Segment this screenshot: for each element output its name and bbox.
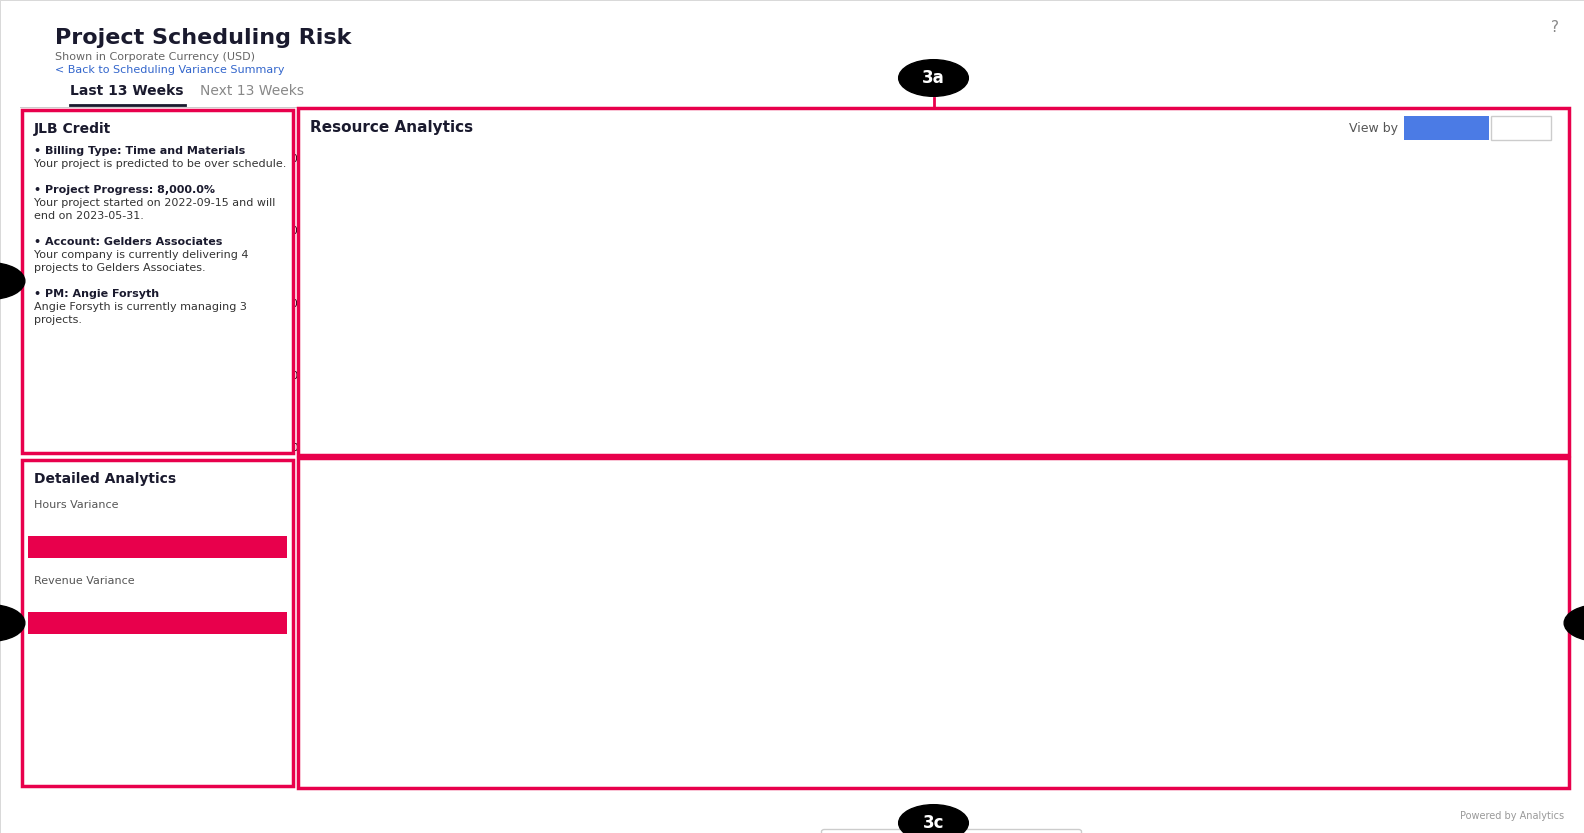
Text: Hours Variance: Hours Variance xyxy=(33,500,119,510)
Text: Your project started on 2022-09-15 and will: Your project started on 2022-09-15 and w… xyxy=(33,198,276,208)
Text: 93: 93 xyxy=(862,322,873,332)
Text: 10: 10 xyxy=(1188,422,1199,431)
Text: ?: ? xyxy=(1551,20,1559,35)
Text: Angie Forsyth is currently managing 3: Angie Forsyth is currently managing 3 xyxy=(33,302,247,312)
Text: 95: 95 xyxy=(608,320,619,329)
Text: 144: 144 xyxy=(569,261,584,270)
Bar xyxy=(1272,435,1308,447)
Text: 15: 15 xyxy=(1345,416,1356,426)
Bar xyxy=(946,418,982,447)
Bar xyxy=(885,391,922,447)
Bar xyxy=(499,332,535,447)
Text: 156: 156 xyxy=(702,247,718,256)
Text: 10: 10 xyxy=(1248,422,1259,431)
Text: View by: View by xyxy=(1350,122,1399,135)
Text: 234: 234 xyxy=(762,152,778,162)
Bar xyxy=(1139,435,1175,447)
Text: Detailed Analytics: Detailed Analytics xyxy=(33,472,176,486)
Text: projects.: projects. xyxy=(33,315,82,325)
Text: 10: 10 xyxy=(1152,422,1163,431)
Text: Total Hours Variance %: Total Hours Variance % xyxy=(33,538,187,551)
Text: Resource Analytics: Resource Analytics xyxy=(310,120,474,135)
Text: Next 13 Weeks: Next 13 Weeks xyxy=(200,84,304,98)
Y-axis label: Hours: Hours xyxy=(301,598,310,631)
Text: Project Scheduling Risk: Project Scheduling Risk xyxy=(55,28,352,48)
Text: projects to Gelders Associates.: projects to Gelders Associates. xyxy=(33,263,206,273)
Bar xyxy=(461,257,499,447)
Bar xyxy=(402,280,439,447)
Text: Role: Role xyxy=(1508,120,1535,133)
Text: 24: 24 xyxy=(958,406,969,415)
Y-axis label: Hours: Hours xyxy=(266,280,276,313)
Bar xyxy=(982,429,1019,447)
Text: Which of the Resources are the Riskiest?: Which of the Resources are the Riskiest? xyxy=(307,131,548,143)
Legend: Actual Hours, Scheduled Hours: Actual Hours, Scheduled Hours xyxy=(822,829,1080,833)
Bar xyxy=(1042,435,1079,447)
Text: +45.3%: +45.3% xyxy=(233,538,284,551)
Text: Resource: Resource xyxy=(1413,120,1478,133)
Text: JLB Credit: JLB Credit xyxy=(33,122,111,136)
Text: 10: 10 xyxy=(1285,422,1296,431)
Bar xyxy=(596,332,632,447)
Bar xyxy=(558,273,596,447)
Bar xyxy=(752,165,789,447)
Text: Revenue Variance: Revenue Variance xyxy=(33,576,135,586)
Bar xyxy=(1079,435,1115,447)
Text: 158: 158 xyxy=(472,244,488,253)
Bar xyxy=(1236,435,1272,447)
Text: 221: 221 xyxy=(375,168,391,177)
Text: Your company is currently delivering 4: Your company is currently delivering 4 xyxy=(33,250,249,260)
Text: 139: 139 xyxy=(412,267,428,276)
Bar xyxy=(656,259,692,447)
Text: 95: 95 xyxy=(512,320,523,329)
Text: • PM: Angie Forsyth: • PM: Angie Forsyth xyxy=(33,289,158,299)
Bar xyxy=(1175,435,1212,447)
Text: Total Revenue Variance: Total Revenue Variance xyxy=(33,614,190,627)
Text: • Billing Type: Time and Materials: • Billing Type: Time and Materials xyxy=(33,146,246,156)
Text: 156: 156 xyxy=(665,247,681,256)
Text: 10: 10 xyxy=(1381,422,1392,431)
Text: < Back to Scheduling Variance Summary: < Back to Scheduling Variance Summary xyxy=(55,65,285,75)
Text: • Project Progress: 8,000.0%: • Project Progress: 8,000.0% xyxy=(33,185,215,195)
Text: Last 13 Weeks: Last 13 Weeks xyxy=(70,84,184,98)
Text: 10: 10 xyxy=(1091,422,1102,431)
Bar xyxy=(364,181,402,447)
Text: 10: 10 xyxy=(1441,422,1453,431)
Bar xyxy=(692,259,729,447)
Text: end on 2023-05-31.: end on 2023-05-31. xyxy=(33,211,144,221)
Bar xyxy=(789,259,825,447)
Bar xyxy=(1369,435,1405,447)
Text: 47: 47 xyxy=(898,378,909,387)
Bar xyxy=(1332,429,1369,447)
Text: Powered by Analytics: Powered by Analytics xyxy=(1460,811,1563,821)
Text: • Account: Gelders Associates: • Account: Gelders Associates xyxy=(33,237,222,247)
Text: 15: 15 xyxy=(995,416,1006,426)
Text: 10: 10 xyxy=(1055,422,1066,431)
Text: 3c: 3c xyxy=(923,814,944,832)
Text: Your project is predicted to be over schedule.: Your project is predicted to be over sch… xyxy=(33,159,287,169)
Bar xyxy=(1429,435,1465,447)
Text: 3a: 3a xyxy=(922,69,946,87)
Text: Shown in Corporate Currency (USD): Shown in Corporate Currency (USD) xyxy=(55,52,255,62)
Bar xyxy=(849,335,885,447)
Text: 156: 156 xyxy=(798,247,814,256)
Text: +48,710: +48,710 xyxy=(228,614,284,627)
